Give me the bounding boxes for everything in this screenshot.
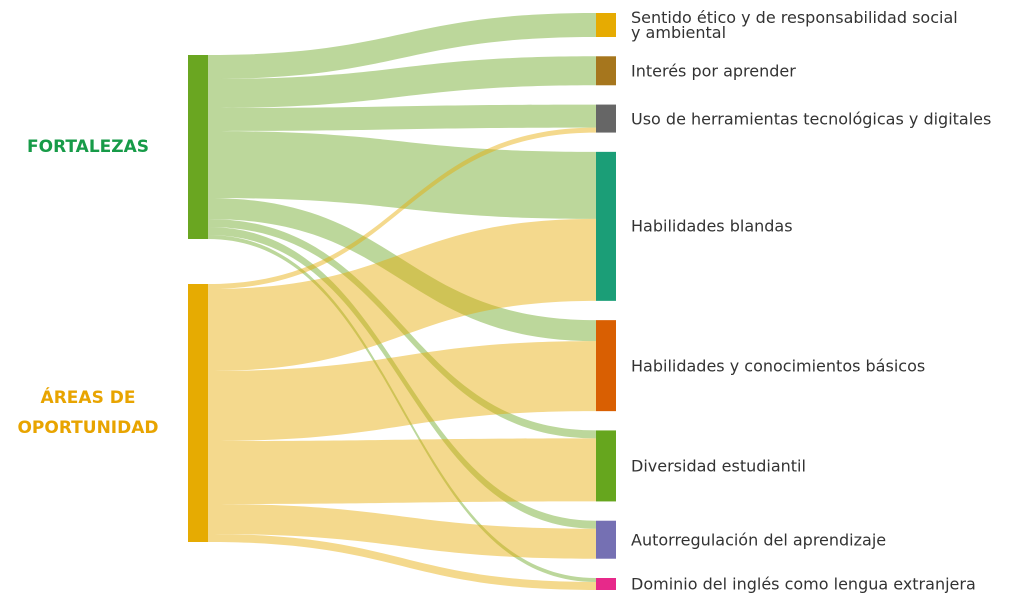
flow-link — [208, 504, 596, 559]
flow-link — [208, 235, 596, 582]
flow-link — [208, 227, 596, 529]
flow-link — [208, 438, 596, 504]
flow-link — [208, 56, 596, 108]
node — [596, 151, 616, 301]
flow-link — [208, 219, 596, 439]
node-label: Dominio del inglés como lengua extranjer… — [631, 574, 976, 594]
flow-link — [208, 13, 596, 79]
node-label: Habilidades y conocimientos básicos — [631, 356, 926, 376]
node — [596, 13, 616, 37]
node — [596, 320, 616, 412]
node-label: Habilidades blandas — [631, 216, 793, 236]
flow-link — [208, 131, 596, 219]
node — [188, 284, 208, 542]
node-label: Uso de herramientas tecnológicas y digit… — [631, 109, 992, 129]
node — [596, 104, 616, 133]
flow-link — [208, 218, 596, 371]
node-label: Interés por aprender — [631, 61, 796, 81]
node — [596, 578, 616, 590]
node-label: ÁREAS DE OPORTUNIDAD — [17, 388, 159, 438]
node-label: Sentido ético y de responsabilidad socia… — [631, 8, 958, 42]
flow-link — [208, 534, 596, 590]
node — [188, 55, 208, 239]
flow-link — [208, 341, 596, 441]
node — [596, 520, 616, 559]
flow-link — [208, 104, 596, 131]
node-label: FORTALEZAS — [27, 137, 149, 157]
node-label: Diversidad estudiantil — [631, 456, 806, 476]
node — [596, 56, 616, 86]
flow-link — [208, 127, 596, 289]
node-label: Autorregulación del aprendizaje — [631, 530, 887, 550]
node — [596, 430, 616, 502]
flow-link — [208, 198, 596, 342]
